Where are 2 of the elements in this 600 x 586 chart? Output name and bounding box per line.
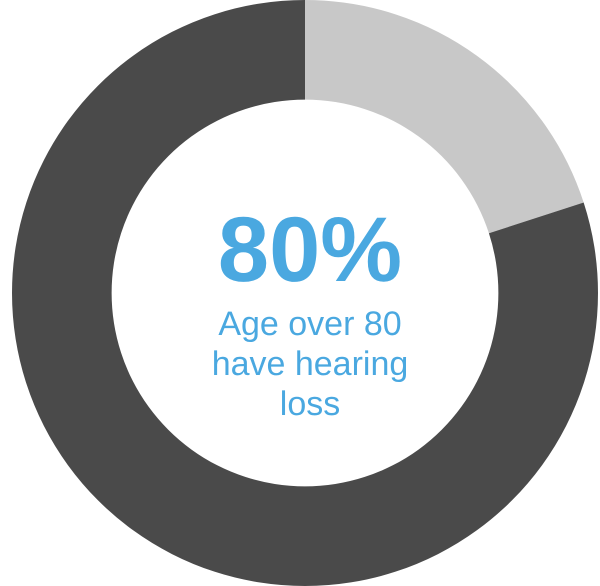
- text: 80%: [216, 199, 404, 301]
- text: Age over 80 have hearing loss: [210, 304, 410, 424]
